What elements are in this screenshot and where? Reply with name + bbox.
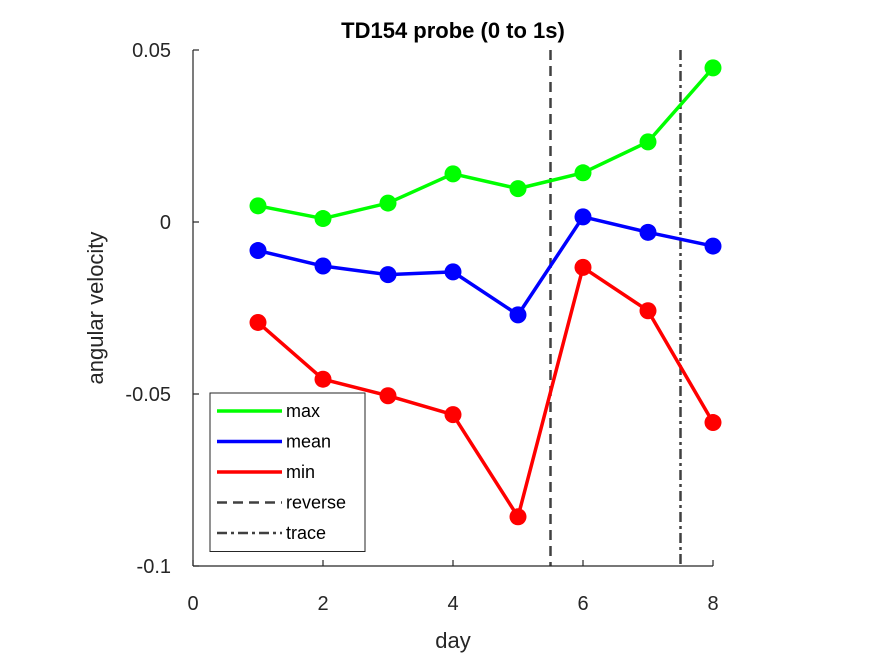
data-point-min [249,313,267,331]
data-point-min [379,387,397,405]
data-point-mean [574,208,592,226]
x-tick-label: 2 [317,593,328,615]
legend-label: trace [286,523,326,543]
data-point-mean [444,263,462,281]
data-point-max [639,133,657,151]
data-point-min [444,406,462,424]
data-point-min [639,302,657,320]
legend-label: reverse [286,493,346,513]
series-min [249,258,722,526]
legend-label: mean [286,432,331,452]
data-point-mean [314,257,332,275]
legend-item-trace: trace [217,523,326,543]
legend-item-max: max [217,401,320,421]
data-point-max [509,180,527,198]
x-tick-label: 6 [577,593,588,615]
data-point-min [574,258,592,276]
x-axis-label: day [435,628,470,653]
y-tick-label: -0.05 [125,384,171,406]
legend-label: max [286,401,320,421]
data-point-max [379,194,397,212]
series-group [249,59,722,526]
chart-title: TD154 probe (0 to 1s) [341,18,565,43]
y-tick-label: 0.05 [132,40,171,62]
y-tick-label: -0.1 [137,556,171,578]
series-line-mean [257,215,714,317]
series-max [249,59,722,228]
data-point-min [314,370,332,388]
y-tick-label: 0 [160,212,171,234]
legend-item-reverse: reverse [217,493,346,513]
data-point-mean [249,242,267,260]
data-point-mean [704,237,722,255]
reference-lines [549,50,682,566]
legend-item-mean: mean [217,432,331,452]
x-tick-label: 0 [187,593,198,615]
data-point-max [249,197,267,215]
data-point-mean [379,266,397,284]
data-point-max [704,59,722,77]
x-tick-label: 4 [447,593,458,615]
data-point-mean [509,306,527,324]
series-line-max [257,66,715,221]
data-point-min [509,508,527,526]
x-tick-label: 8 [707,593,718,615]
series-mean [249,208,722,324]
data-point-mean [639,223,657,241]
data-point-max [444,165,462,183]
data-point-max [574,164,592,182]
data-point-min [704,414,722,432]
y-axis-label: angular velocity [83,232,108,385]
legend: max mean min reverse trace [209,392,366,552]
axes: 0 2 4 6 8 -0.1 -0.05 0 0.05 [125,40,718,615]
legend-item-min: min [217,462,315,482]
series-line-min [256,265,715,519]
legend-label: min [286,462,315,482]
data-point-max [314,210,332,228]
